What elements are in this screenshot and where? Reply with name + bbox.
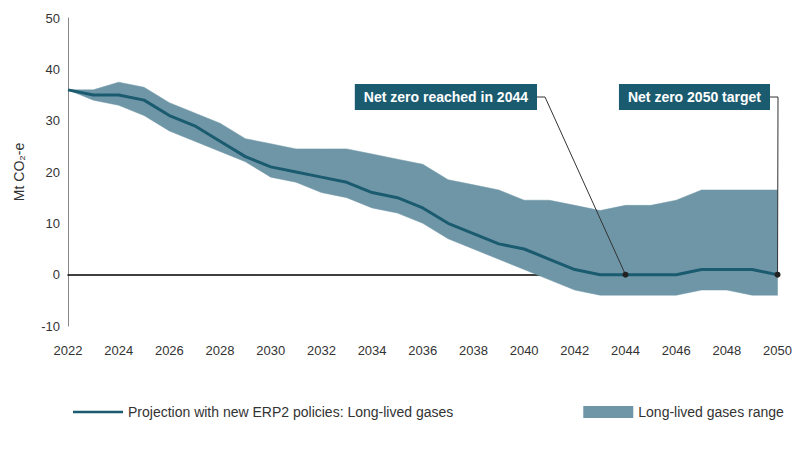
svg-text:2030: 2030 — [256, 343, 285, 358]
svg-text:2050: 2050 — [763, 343, 792, 358]
svg-text:50: 50 — [46, 11, 60, 26]
svg-text:0: 0 — [53, 267, 60, 282]
svg-text:Mt CO₂-e: Mt CO₂-e — [11, 143, 27, 202]
svg-text:2024: 2024 — [104, 343, 133, 358]
svg-text:2034: 2034 — [358, 343, 387, 358]
svg-text:Projection with new ERP2 polic: Projection with new ERP2 policies: Long-… — [128, 404, 453, 420]
svg-text:2048: 2048 — [712, 343, 741, 358]
svg-text:30: 30 — [46, 113, 60, 128]
svg-text:-10: -10 — [41, 319, 60, 334]
svg-text:Net zero 2050 target: Net zero 2050 target — [628, 89, 761, 105]
svg-text:2042: 2042 — [560, 343, 589, 358]
svg-text:2040: 2040 — [510, 343, 539, 358]
svg-text:2036: 2036 — [408, 343, 437, 358]
svg-text:2028: 2028 — [206, 343, 235, 358]
svg-text:2044: 2044 — [611, 343, 640, 358]
svg-text:2022: 2022 — [54, 343, 83, 358]
svg-text:40: 40 — [46, 62, 60, 77]
svg-text:2046: 2046 — [662, 343, 691, 358]
svg-text:10: 10 — [46, 216, 60, 231]
svg-text:2032: 2032 — [307, 343, 336, 358]
svg-text:2026: 2026 — [155, 343, 184, 358]
svg-text:2038: 2038 — [459, 343, 488, 358]
svg-text:Net zero reached in 2044: Net zero reached in 2044 — [364, 89, 528, 105]
svg-text:Long-lived gases range: Long-lived gases range — [638, 404, 784, 420]
svg-text:20: 20 — [46, 165, 60, 180]
